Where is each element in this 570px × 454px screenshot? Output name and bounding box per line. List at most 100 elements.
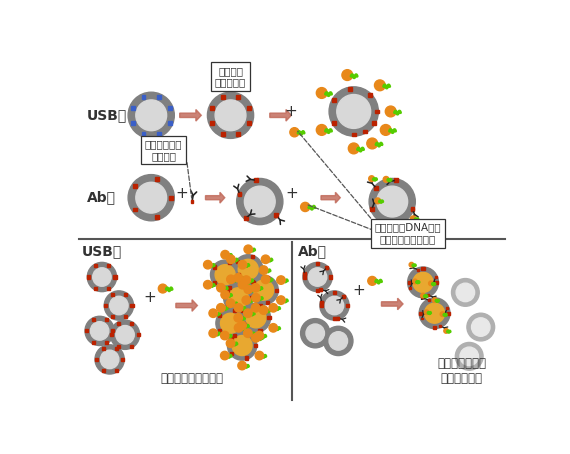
- Bar: [130, 322, 133, 325]
- Bar: [275, 214, 278, 217]
- Circle shape: [432, 298, 437, 302]
- Circle shape: [254, 280, 274, 300]
- Bar: [348, 87, 352, 91]
- Text: Ab法: Ab法: [87, 191, 116, 205]
- Circle shape: [242, 276, 251, 284]
- Circle shape: [243, 329, 252, 337]
- Circle shape: [261, 275, 270, 284]
- Bar: [346, 304, 349, 307]
- Bar: [221, 132, 225, 136]
- Circle shape: [380, 124, 391, 135]
- Circle shape: [249, 276, 278, 305]
- Bar: [191, 200, 193, 203]
- Circle shape: [216, 309, 245, 338]
- Circle shape: [234, 304, 243, 312]
- Bar: [107, 264, 110, 267]
- Circle shape: [385, 106, 396, 117]
- Circle shape: [128, 175, 174, 221]
- Circle shape: [85, 316, 114, 345]
- Bar: [238, 192, 242, 196]
- Circle shape: [424, 310, 429, 315]
- Circle shape: [215, 265, 235, 285]
- Bar: [105, 318, 108, 321]
- Circle shape: [277, 296, 285, 304]
- Circle shape: [238, 259, 258, 279]
- Bar: [236, 260, 239, 263]
- Bar: [124, 315, 127, 318]
- Circle shape: [238, 281, 247, 289]
- Circle shape: [226, 299, 235, 307]
- Circle shape: [109, 296, 128, 315]
- Circle shape: [91, 322, 109, 340]
- Bar: [85, 329, 88, 332]
- Bar: [124, 293, 127, 296]
- Bar: [303, 276, 306, 279]
- Circle shape: [223, 283, 253, 312]
- Bar: [133, 184, 137, 188]
- Bar: [226, 304, 229, 307]
- Circle shape: [237, 178, 283, 225]
- Circle shape: [87, 262, 116, 291]
- Text: +: +: [176, 186, 189, 202]
- Circle shape: [226, 339, 235, 347]
- Bar: [258, 329, 262, 332]
- Bar: [336, 316, 339, 320]
- Circle shape: [369, 176, 374, 182]
- Circle shape: [306, 324, 324, 342]
- Circle shape: [217, 304, 225, 312]
- Bar: [218, 329, 222, 332]
- Bar: [230, 336, 233, 340]
- Bar: [250, 296, 253, 299]
- Circle shape: [245, 186, 275, 217]
- Bar: [304, 273, 306, 275]
- Circle shape: [375, 198, 381, 204]
- Bar: [241, 309, 244, 312]
- Circle shape: [238, 361, 246, 370]
- Circle shape: [259, 266, 268, 274]
- Bar: [111, 333, 113, 336]
- Bar: [410, 207, 414, 211]
- Bar: [107, 287, 110, 290]
- Bar: [218, 314, 222, 317]
- Circle shape: [243, 309, 252, 317]
- Circle shape: [100, 350, 119, 369]
- Bar: [251, 255, 254, 258]
- Bar: [101, 346, 105, 350]
- Polygon shape: [270, 109, 291, 121]
- Bar: [245, 217, 247, 219]
- Bar: [374, 187, 377, 189]
- Bar: [169, 196, 173, 200]
- Bar: [374, 186, 378, 190]
- Circle shape: [300, 319, 330, 348]
- Circle shape: [244, 285, 253, 294]
- Bar: [131, 106, 135, 109]
- Circle shape: [444, 329, 449, 333]
- Bar: [95, 358, 98, 361]
- Circle shape: [259, 306, 268, 314]
- Bar: [242, 322, 245, 325]
- Bar: [245, 331, 247, 335]
- Bar: [251, 296, 255, 299]
- Bar: [230, 352, 233, 355]
- Bar: [236, 95, 240, 99]
- Bar: [342, 295, 345, 298]
- Bar: [435, 276, 437, 278]
- Bar: [375, 109, 378, 114]
- Circle shape: [408, 267, 438, 298]
- Bar: [133, 207, 137, 212]
- Circle shape: [316, 88, 327, 99]
- Circle shape: [234, 324, 243, 332]
- Circle shape: [277, 276, 285, 284]
- Bar: [141, 95, 145, 99]
- Bar: [275, 289, 278, 291]
- Circle shape: [210, 260, 240, 289]
- Circle shape: [320, 291, 349, 320]
- Circle shape: [269, 304, 278, 312]
- Circle shape: [136, 100, 166, 131]
- Bar: [213, 266, 216, 269]
- Bar: [421, 267, 425, 270]
- Circle shape: [374, 80, 385, 91]
- Circle shape: [116, 326, 135, 344]
- Bar: [363, 129, 367, 133]
- Circle shape: [348, 143, 359, 154]
